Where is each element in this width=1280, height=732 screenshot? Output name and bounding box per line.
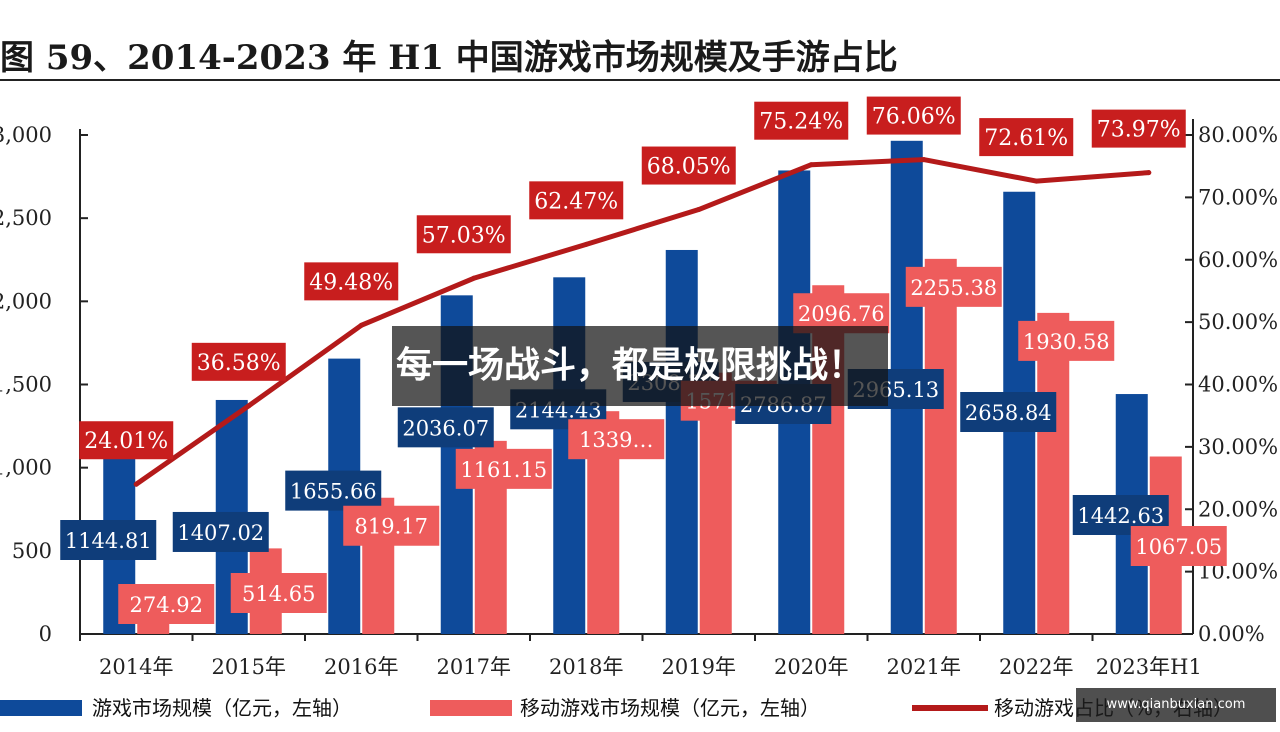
- share-line: [133, 157, 1152, 487]
- label-share: 72.61%: [984, 126, 1068, 151]
- label-mobile-market: 514.65: [242, 582, 315, 606]
- label-share-box: [1091, 109, 1186, 148]
- share-point: [696, 207, 702, 213]
- label-share: 57.03%: [422, 223, 506, 248]
- label-share: 73.97%: [1097, 118, 1181, 143]
- label-game-market-box: [960, 392, 1057, 432]
- x-tick-label: 2019年: [662, 655, 736, 679]
- left-tick-label: 1,500: [0, 373, 52, 397]
- label-game-market: 1144.81: [65, 529, 152, 553]
- bar-game-market: [665, 249, 698, 634]
- bar-mobile-market: [924, 258, 957, 634]
- bar-mobile-market: [1037, 312, 1070, 634]
- x-tick-label: 2022年: [999, 655, 1073, 679]
- label-share-box: [754, 101, 849, 140]
- label-game-market: 1407.02: [177, 521, 264, 545]
- label-share-box: [304, 262, 399, 301]
- share-point: [808, 162, 814, 168]
- right-tick-label: 30.00%: [1198, 435, 1278, 459]
- left-tick-label: 3,000: [0, 123, 52, 147]
- label-game-market: 2658.84: [965, 401, 1052, 425]
- share-point: [358, 322, 364, 328]
- label-share: 49.48%: [309, 270, 393, 295]
- x-tick-label: 2020年: [774, 655, 848, 679]
- label-mobile-market: 1161.15: [460, 458, 547, 482]
- title-rule: [0, 79, 1280, 81]
- x-tick-label: 2021年: [887, 655, 961, 679]
- x-tick-label: 2015年: [212, 655, 286, 679]
- x-tick-label: 2017年: [437, 655, 511, 679]
- share-point: [1146, 170, 1152, 176]
- label-mobile-market-box: [1130, 526, 1227, 566]
- legend-label-mobile-market: 移动游戏市场规模（亿元，左轴）: [520, 696, 820, 720]
- legend: 游戏市场规模（亿元，左轴）移动游戏市场规模（亿元，左轴）移动游戏占比（%，右轴）: [0, 696, 1233, 720]
- label-mobile-market-box: [1018, 320, 1115, 361]
- share-point: [133, 481, 139, 487]
- label-mobile-market-box: [905, 266, 1002, 307]
- label-share-box: [529, 181, 624, 220]
- label-share: 68.05%: [647, 155, 731, 180]
- label-mobile-market-box: [118, 584, 215, 624]
- x-tick-label: 2016年: [324, 655, 398, 679]
- label-game-market: 2036.07: [402, 416, 489, 440]
- label-share-box: [79, 421, 174, 460]
- label-mobile-market: 1339…: [579, 428, 653, 452]
- legend-label-game-market: 游戏市场规模（亿元，左轴）: [92, 696, 352, 720]
- label-share: 62.47%: [534, 189, 618, 214]
- right-tick-label: 20.00%: [1198, 497, 1278, 521]
- share-point: [1033, 178, 1039, 184]
- label-share-box: [191, 342, 286, 381]
- left-tick-label: 2,000: [0, 289, 52, 313]
- watermark: www.qianbuxian.com: [1076, 688, 1276, 722]
- label-share: 75.24%: [759, 110, 843, 135]
- label-share-box: [641, 146, 736, 185]
- left-tick-label: 2,500: [0, 206, 52, 230]
- label-mobile-market: 274.92: [130, 593, 203, 617]
- share-point: [921, 157, 927, 163]
- label-mobile-market-box: [343, 505, 440, 546]
- chart-title: 图 59、2014-2023 年 H1 中国游戏市场规模及手游占比: [0, 38, 898, 78]
- left-tick-label: 0: [39, 622, 52, 646]
- right-tick-label: 60.00%: [1198, 248, 1278, 272]
- label-mobile-market: 1930.58: [1023, 330, 1110, 354]
- right-tick-label: 80.00%: [1198, 123, 1278, 147]
- right-tick-label: 50.00%: [1198, 310, 1278, 334]
- label-game-market: 1655.66: [290, 480, 377, 504]
- legend-swatch-mobile-market: [430, 700, 512, 716]
- label-mobile-market: 2255.38: [910, 276, 997, 300]
- label-game-market-box: [397, 407, 494, 448]
- right-tick-label: 0.00%: [1198, 622, 1265, 646]
- overlay-banner: 每一场战斗，都是极限挑战！: [392, 326, 888, 406]
- label-mobile-market: 1067.05: [1135, 535, 1222, 559]
- label-game-market: 1442.63: [1077, 504, 1164, 528]
- label-mobile-market: 819.17: [355, 515, 428, 539]
- left-tick-label: 1,000: [0, 456, 52, 480]
- label-share: 76.06%: [872, 105, 956, 130]
- right-tick-label: 70.00%: [1198, 185, 1278, 209]
- label-share: 24.01%: [84, 429, 168, 454]
- share-point: [583, 241, 589, 247]
- label-mobile-market-box: [455, 448, 552, 489]
- x-tick-label: 2018年: [549, 655, 623, 679]
- share-point: [246, 403, 252, 409]
- left-tick-label: 500: [12, 539, 52, 563]
- x-tick-label: 2014年: [99, 655, 173, 679]
- legend-swatch-game-market: [0, 700, 82, 716]
- right-tick-label: 40.00%: [1198, 373, 1278, 397]
- label-mobile-market-box: [568, 419, 665, 460]
- x-tick-label: 2023年H1: [1096, 655, 1202, 679]
- label-game-market-box: [60, 520, 157, 560]
- label-share-box: [416, 215, 511, 254]
- label-game-market-box: [285, 470, 382, 511]
- label-mobile-market: 2096.76: [798, 302, 885, 326]
- label-share-box: [866, 96, 961, 135]
- label-share: 36.58%: [197, 351, 281, 376]
- share-line-path: [133, 157, 1152, 487]
- label-game-market-box: [172, 511, 269, 552]
- label-mobile-market-box: [230, 573, 327, 613]
- label-share-box: [979, 118, 1074, 157]
- share-point: [471, 275, 477, 281]
